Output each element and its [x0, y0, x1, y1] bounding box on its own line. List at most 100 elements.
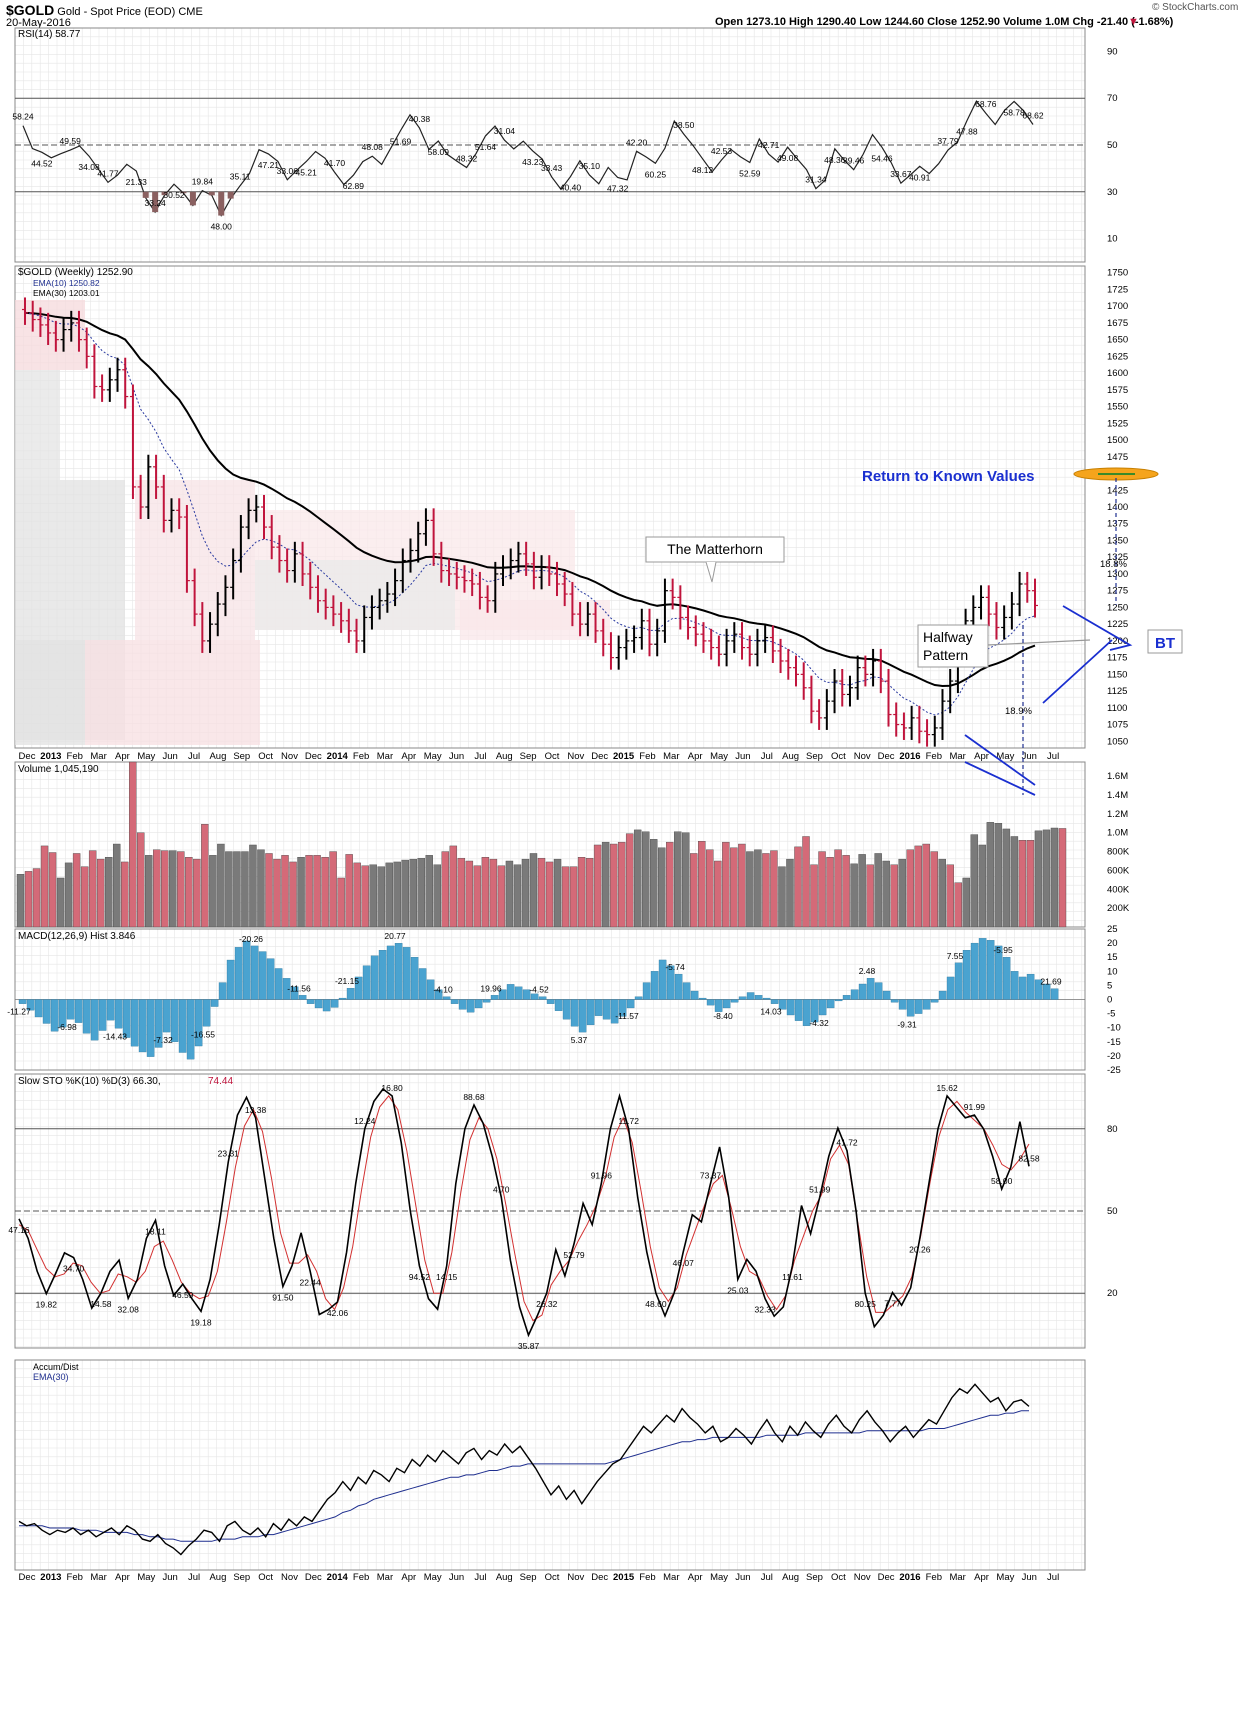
- macd-value-label: -6.98: [57, 1022, 77, 1032]
- bt-callout-box: [1147, 629, 1183, 654]
- x-tick-label: Jun: [1022, 1572, 1037, 1583]
- y-tick-label: -10: [1107, 1023, 1121, 1034]
- macd-hist-bar: [178, 999, 187, 1053]
- macd-hist-bar: [106, 999, 115, 1021]
- macd-value-label: -14.43: [103, 1031, 127, 1041]
- x-tick-label: 2015: [613, 1572, 635, 1583]
- macd-value-label: -7.32: [153, 1035, 173, 1045]
- volume-bar: [513, 864, 522, 928]
- macd-hist-bar: [266, 958, 275, 1000]
- macd-hist-bar: [306, 999, 315, 1004]
- macd-value-label: -16.55: [191, 1029, 215, 1039]
- sto-value-label: 4.70: [493, 1184, 510, 1194]
- volume-bar: [585, 857, 594, 928]
- macd-hist-bar: [170, 999, 179, 1042]
- macd-hist-bar: [194, 999, 203, 1047]
- macd-hist-bar: [146, 999, 155, 1057]
- ema30-legend: EMA(30) 1203.01: [33, 288, 100, 298]
- y-tick-label: 0: [1107, 995, 1112, 1006]
- volume-bar: [32, 868, 41, 928]
- macd-hist-bar: [34, 999, 43, 1018]
- rsi-value-label: 19.84: [192, 177, 214, 187]
- volume-bar: [1034, 830, 1043, 928]
- macd-hist-bar: [474, 999, 483, 1009]
- x-tick-label: Oct: [831, 751, 846, 762]
- macd-hist-bar: [706, 999, 715, 1006]
- y-tick-label: 50: [1107, 140, 1118, 151]
- y-tick-label: 1500: [1107, 435, 1128, 446]
- volume-bar: [80, 866, 89, 928]
- slow-sto-panel: Slow STO %K(10) %D(3) 66.30, 74.44 47.16 19…: [8, 1076, 1085, 1351]
- macd-hist-bar: [1002, 957, 1011, 1000]
- macd-hist-bar: [634, 996, 643, 1000]
- rsi-oversold-fill: [152, 191, 159, 213]
- sto-value-label: 46.07: [673, 1258, 695, 1268]
- macd-hist-bar: [666, 965, 675, 1000]
- macd-hist-bar: [874, 982, 883, 1000]
- rsi-value-label: 42.71: [758, 140, 780, 150]
- macd-hist-bar: [298, 995, 307, 1000]
- macd-hist-bar: [210, 999, 219, 1007]
- volume-bar: [978, 844, 987, 928]
- y-tick-label: 80: [1107, 1124, 1118, 1135]
- sto-value-label: 26.32: [536, 1299, 558, 1309]
- volume-bar: [177, 851, 185, 928]
- macd-hist-bar: [866, 978, 875, 1000]
- y-tick-label: 10: [1107, 966, 1118, 977]
- macd-hist-bar: [810, 999, 819, 1023]
- y-tick-label: 1675: [1107, 318, 1128, 329]
- volume-bar: [850, 863, 858, 928]
- rsi-value-label: 33.67: [890, 169, 912, 179]
- macd-value-label: 19.96: [480, 983, 502, 993]
- x-tick-label: Aug: [209, 751, 226, 762]
- rsi-value-label: 40.91: [909, 172, 931, 182]
- macd-hist-bar: [626, 999, 635, 1009]
- volume-bar: [104, 857, 113, 928]
- rsi-value-label: 58.09: [428, 147, 450, 157]
- sto-value-label: 48.60: [645, 1299, 667, 1309]
- x-tick-label: Oct: [831, 1572, 846, 1583]
- rsi-value-label: 52.59: [739, 168, 761, 178]
- x-tick-label: Sep: [806, 1572, 823, 1583]
- y-tick-label: 1750: [1107, 268, 1128, 279]
- volume-bar: [698, 841, 706, 928]
- macd-hist-bar: [394, 943, 403, 1000]
- macd-hist-bar: [890, 999, 899, 1003]
- macd-hist-bar: [914, 999, 923, 1014]
- x-tick-label: Dec: [591, 751, 608, 762]
- volume-bar: [802, 836, 810, 928]
- macd-hist-bar: [354, 976, 363, 1000]
- macd-hist-bar: [858, 983, 867, 1000]
- volume-bar: [505, 860, 514, 928]
- y-tick-label: 90: [1107, 46, 1118, 57]
- sto-value-label: 19.82: [36, 1300, 58, 1310]
- symbol-title: $GOLD: [6, 2, 55, 18]
- volume-bar: [1058, 828, 1067, 928]
- macd-hist-bar: [130, 999, 139, 1047]
- x-tick-label: 2016: [899, 751, 920, 762]
- macd-value-label: 5.37: [571, 1035, 588, 1045]
- x-tick-label: Jun: [1022, 751, 1037, 762]
- rsi-value-label: 62.89: [343, 181, 365, 191]
- macd-hist-bar: [346, 988, 355, 1000]
- volume-bar: [1042, 829, 1051, 928]
- y-tick-label: 1150: [1107, 669, 1127, 680]
- x-tick-label: Jul: [1047, 1572, 1059, 1583]
- x-tick-label: May: [710, 1572, 728, 1583]
- rsi-value-label: 47.88: [956, 127, 978, 137]
- volume-bar: [185, 857, 193, 928]
- y-tick-label: 15: [1107, 952, 1118, 963]
- macd-hist-bar: [362, 965, 371, 1000]
- x-tick-label: May: [137, 1572, 155, 1583]
- volume-bar: [521, 858, 530, 928]
- macd-hist-bar: [1010, 971, 1019, 1000]
- rsi-value-label: 49.08: [777, 153, 799, 163]
- x-tick-label: Jun: [449, 1572, 464, 1583]
- sto-value-label: 25.03: [727, 1285, 749, 1295]
- sto-value-label: 14.15: [436, 1272, 458, 1282]
- macd-hist-bar: [962, 950, 971, 1000]
- x-tick-label: Mar: [663, 751, 679, 762]
- macd-hist-bar: [658, 959, 667, 1000]
- macd-hist-bar: [586, 999, 595, 1026]
- volume-bar: [88, 850, 97, 928]
